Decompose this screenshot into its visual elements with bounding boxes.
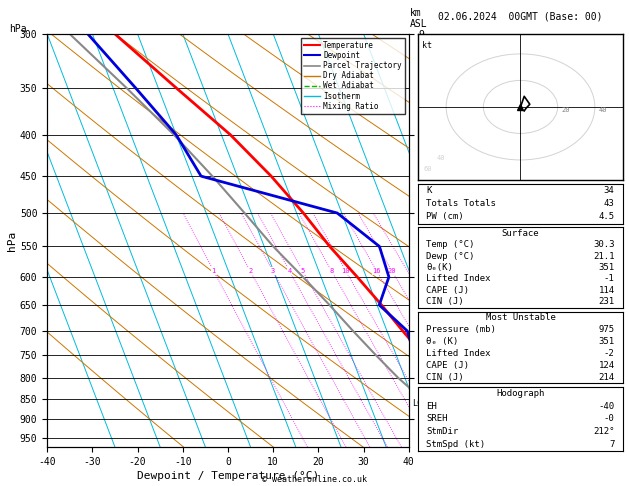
Text: 3: 3 <box>270 268 275 274</box>
Text: StmSpd (kt): StmSpd (kt) <box>426 440 486 449</box>
Text: 10: 10 <box>342 268 350 274</box>
Text: Hodograph: Hodograph <box>496 389 545 398</box>
Text: -1: -1 <box>604 275 615 283</box>
Text: 16: 16 <box>372 268 381 274</box>
Text: 60: 60 <box>424 166 432 172</box>
Text: 40: 40 <box>437 155 445 161</box>
Text: -2: -2 <box>604 349 615 358</box>
Text: 20: 20 <box>562 107 570 113</box>
Y-axis label: Mixing Ratio (g/kg): Mixing Ratio (g/kg) <box>427 185 437 296</box>
Text: -40: -40 <box>598 402 615 411</box>
Text: CIN (J): CIN (J) <box>426 373 464 382</box>
Text: Surface: Surface <box>502 229 539 238</box>
Text: Lifted Index: Lifted Index <box>426 349 491 358</box>
Text: 114: 114 <box>598 286 615 295</box>
Text: EH: EH <box>426 402 437 411</box>
Text: LCL: LCL <box>411 399 426 408</box>
Text: Dewp (°C): Dewp (°C) <box>426 252 475 260</box>
Text: hPa: hPa <box>9 24 27 34</box>
Text: θₑ (K): θₑ (K) <box>426 337 459 346</box>
Text: km
ASL: km ASL <box>410 8 428 29</box>
Text: Pressure (mb): Pressure (mb) <box>426 325 496 334</box>
Text: Temp (°C): Temp (°C) <box>426 240 475 249</box>
Text: 351: 351 <box>598 263 615 272</box>
Text: 40: 40 <box>599 107 607 113</box>
Text: Lifted Index: Lifted Index <box>426 275 491 283</box>
Text: 124: 124 <box>598 361 615 370</box>
Text: 02.06.2024  00GMT (Base: 00): 02.06.2024 00GMT (Base: 00) <box>438 12 603 22</box>
Text: 351: 351 <box>598 337 615 346</box>
Text: -0: -0 <box>604 415 615 423</box>
Text: 212°: 212° <box>593 427 615 436</box>
Text: 1: 1 <box>211 268 216 274</box>
Text: 43: 43 <box>604 199 615 208</box>
Text: SREH: SREH <box>426 415 448 423</box>
Text: 30.3: 30.3 <box>593 240 615 249</box>
Legend: Temperature, Dewpoint, Parcel Trajectory, Dry Adiabat, Wet Adiabat, Isotherm, Mi: Temperature, Dewpoint, Parcel Trajectory… <box>301 38 405 114</box>
Text: 2: 2 <box>248 268 252 274</box>
Text: Most Unstable: Most Unstable <box>486 313 555 322</box>
Text: 34: 34 <box>604 186 615 195</box>
Text: 5: 5 <box>301 268 305 274</box>
Text: CIN (J): CIN (J) <box>426 297 464 306</box>
Text: 975: 975 <box>598 325 615 334</box>
Text: 4: 4 <box>287 268 292 274</box>
Text: 8: 8 <box>330 268 334 274</box>
Text: CAPE (J): CAPE (J) <box>426 361 469 370</box>
Text: 231: 231 <box>598 297 615 306</box>
Text: 214: 214 <box>598 373 615 382</box>
Text: 21.1: 21.1 <box>593 252 615 260</box>
Text: 20: 20 <box>387 268 396 274</box>
Text: © weatheronline.co.uk: © weatheronline.co.uk <box>262 474 367 484</box>
Y-axis label: hPa: hPa <box>7 230 17 251</box>
Text: 4.5: 4.5 <box>598 212 615 222</box>
Text: kt: kt <box>422 41 432 50</box>
Text: Totals Totals: Totals Totals <box>426 199 496 208</box>
Text: PW (cm): PW (cm) <box>426 212 464 222</box>
Text: 7: 7 <box>609 440 615 449</box>
Text: K: K <box>426 186 432 195</box>
Text: CAPE (J): CAPE (J) <box>426 286 469 295</box>
Text: θₑ(K): θₑ(K) <box>426 263 454 272</box>
Text: StmDir: StmDir <box>426 427 459 436</box>
X-axis label: Dewpoint / Temperature (°C): Dewpoint / Temperature (°C) <box>137 471 319 481</box>
